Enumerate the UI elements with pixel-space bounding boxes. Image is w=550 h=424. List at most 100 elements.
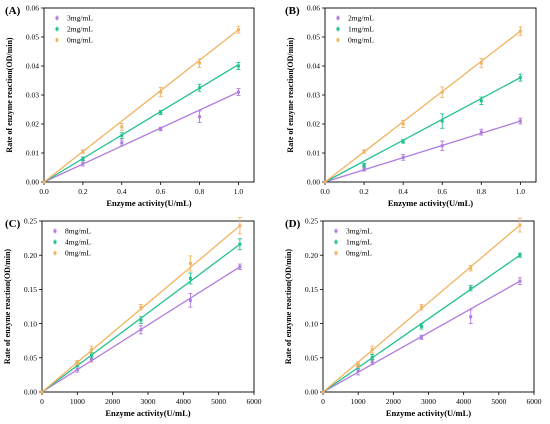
data-point [198, 61, 202, 65]
data-point [401, 155, 405, 159]
data-point [356, 363, 360, 367]
x-tick-label: 5000 [211, 397, 226, 406]
x-tick-label: 6000 [247, 397, 262, 406]
x-tick-label: 0.6 [438, 187, 448, 196]
x-tick-label: 0.2 [359, 187, 369, 196]
legend-marker [334, 251, 338, 255]
data-point [518, 223, 522, 227]
data-point [89, 348, 93, 352]
x-tick-label: 6000 [527, 397, 542, 406]
legend-marker [55, 38, 59, 42]
data-point [188, 261, 192, 265]
panel-b: (B) 0.0 0.2 0.4 0.6 0.8 1.0 0.00 0.01 0.02 0.03 0.0… [285, 4, 537, 208]
legend-marker [53, 240, 57, 244]
data-point [75, 367, 79, 371]
data-point [81, 161, 85, 165]
panel-a: (A) 0.0 0.2 0.4 0.6 0.8 1.0 0.00 0.01 0.02 0.03 0.0… [5, 4, 255, 208]
panel-label: (B) [285, 5, 300, 17]
legend-marker [336, 38, 340, 42]
x-tick-label: 4000 [176, 397, 191, 406]
y-tick-label: 0.03 [26, 91, 39, 100]
data-point [120, 141, 124, 145]
data-point [518, 29, 522, 33]
x-axis-label: Enzyme activity(U/mL) [388, 198, 473, 208]
panel-label: (C) [5, 218, 21, 230]
legend-label: 2mg/mL [67, 25, 93, 34]
data-point [469, 315, 473, 319]
legend-label: 4mg/mL [65, 238, 91, 247]
data-point [159, 90, 163, 94]
x-tick-label: 0.6 [156, 187, 166, 196]
data-point [89, 353, 93, 357]
data-point [518, 253, 522, 257]
data-point [238, 224, 242, 228]
y-tick-label: 0.10 [305, 319, 318, 328]
data-point [440, 144, 444, 148]
x-tick-label: 0 [40, 397, 44, 406]
data-point [238, 265, 242, 269]
legend-label: 0mg/mL [346, 249, 372, 258]
y-axis-label: Rate of enzyme reaction(OD/min) [284, 249, 293, 364]
data-point [370, 360, 374, 364]
y-axis-label: Rate of enzyme reaction(OD/min) [3, 249, 12, 364]
x-tick-label: 1.0 [234, 187, 244, 196]
x-tick-label: 0.8 [195, 187, 205, 196]
y-tick-label: 0.00 [24, 388, 37, 397]
legend-label: 0mg/mL [348, 36, 374, 45]
x-axis-label: Enzyme activity(U/mL) [106, 198, 191, 208]
y-tick-label: 0.25 [24, 217, 37, 226]
panel-label: (D) [285, 218, 301, 230]
x-tick-label: 4000 [456, 397, 471, 406]
y-tick-label: 0.05 [26, 33, 39, 42]
legend-label: 8mg/mL [65, 227, 91, 236]
y-tick-label: 0.10 [24, 319, 37, 328]
legend-label: 0mg/mL [67, 36, 93, 45]
data-point [362, 167, 366, 171]
x-tick-label: 0.4 [117, 187, 127, 196]
data-point [419, 335, 423, 339]
legend-marker [53, 251, 57, 255]
data-point [198, 115, 202, 119]
legend-marker [336, 16, 340, 20]
y-tick-label: 0.05 [24, 354, 37, 363]
plot-frame [324, 7, 537, 183]
data-point [401, 122, 405, 126]
legend-marker [334, 229, 338, 233]
x-tick-label: 2000 [386, 397, 401, 406]
y-tick-label: 0.00 [26, 178, 39, 187]
series-line [43, 91, 239, 183]
data-point [321, 390, 325, 394]
y-tick-label: 0.15 [24, 285, 37, 294]
data-point [356, 369, 360, 373]
legend-label: 1mg/mL [348, 25, 374, 34]
data-point [188, 276, 192, 280]
legend-marker [55, 16, 59, 20]
legend-marker [53, 229, 57, 233]
data-point [236, 64, 240, 68]
y-tick-label: 0.04 [307, 62, 320, 71]
x-tick-label: 2000 [105, 397, 120, 406]
data-point [42, 180, 46, 184]
data-point [440, 90, 444, 94]
data-point [469, 286, 473, 290]
x-tick-label: 1000 [70, 397, 85, 406]
legend-label: 0mg/mL [65, 249, 91, 258]
panel-c: (C) 0 1000 2000 3000 4000 5000 6000 0.00 0.05 0.10… [3, 217, 262, 418]
plot-frame [43, 7, 255, 183]
series-line [324, 120, 521, 183]
y-tick-label: 0.05 [305, 354, 318, 363]
x-tick-label: 0.4 [398, 187, 408, 196]
data-point [120, 134, 124, 138]
data-point [518, 279, 522, 283]
data-point [479, 99, 483, 103]
y-tick-label: 0.03 [307, 91, 320, 100]
x-tick-label: 0.2 [78, 187, 88, 196]
data-point [518, 76, 522, 80]
legend-marker [334, 240, 338, 244]
data-point [419, 305, 423, 309]
y-tick-label: 0.15 [305, 285, 318, 294]
y-tick-label: 0.02 [307, 120, 320, 129]
x-tick-label: 0.0 [320, 187, 330, 196]
data-point [469, 266, 473, 270]
